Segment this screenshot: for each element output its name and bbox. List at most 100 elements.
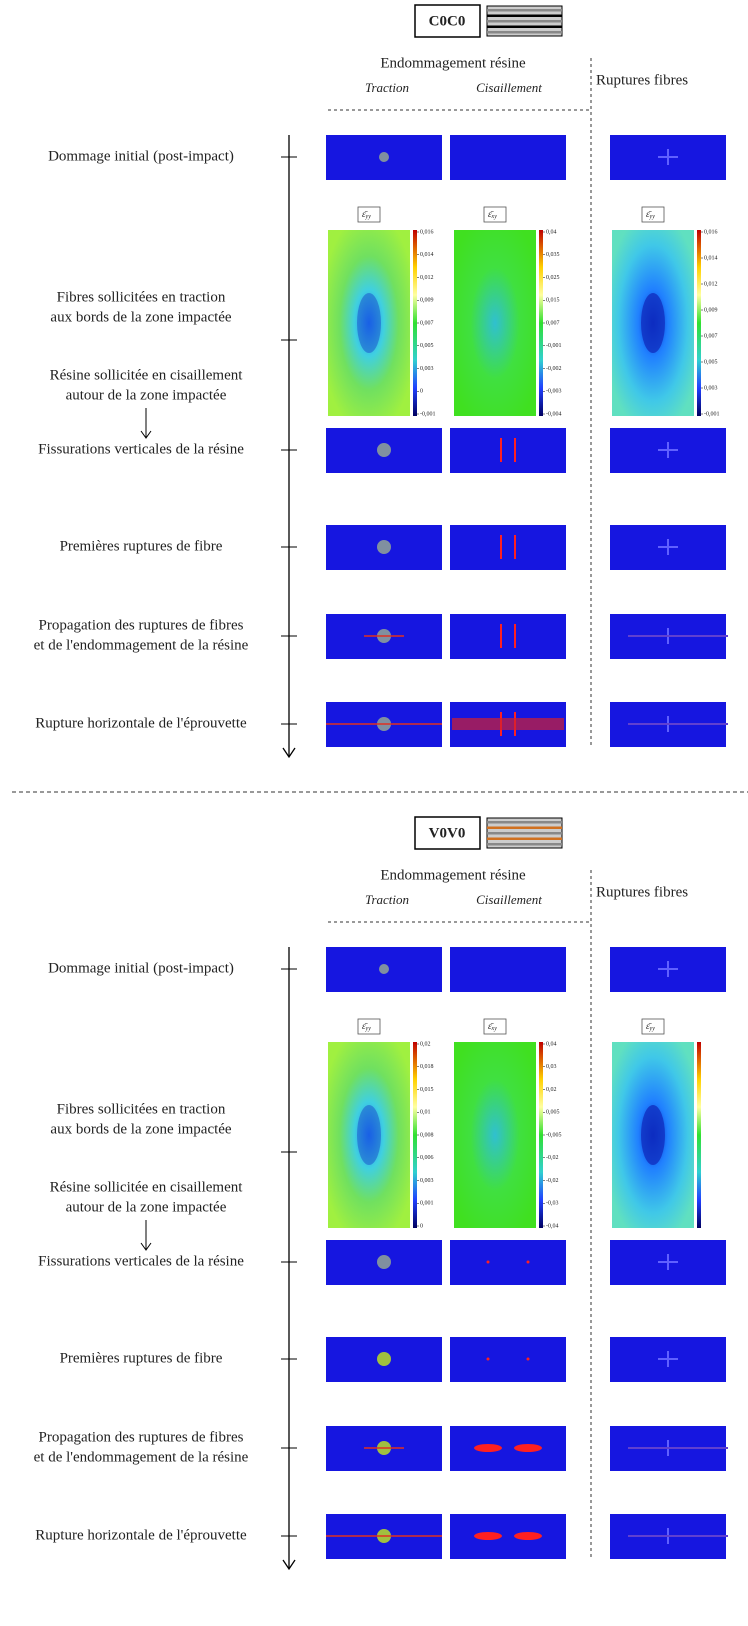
damage-map [450,947,566,992]
damage-spot [486,1260,490,1264]
layup-ply [487,25,562,28]
colorbar-label: 0,025 [546,275,560,281]
stage-label: Propagation des ruptures de fibres [39,1429,244,1445]
field-label-box [357,1018,381,1035]
field-symbol: ε̄ [362,1021,369,1031]
note-arrow [140,1220,152,1251]
strain-map [454,1042,536,1228]
field-label: ε̄xy [488,209,497,220]
damage-spot [377,540,391,554]
colorbar [413,230,417,416]
strain-feature [641,1105,665,1165]
damage-cross [658,149,678,165]
field-label: ε̄yy [646,1021,655,1032]
damage-spot [379,152,389,162]
damage-spot [474,1444,502,1452]
field-label-box [483,206,507,223]
note-label: Résine sollicitée en cisaillement [50,1179,244,1195]
colorbar-label: 0,005 [420,343,434,349]
field-label-box [641,206,665,223]
sub-header: Traction [365,892,409,907]
layup-ply [487,20,562,23]
stage-label: et de l'endommagement de la résine [34,637,249,653]
stage-label: aux bords de la zone impactée [50,309,232,325]
damage-map [450,1426,566,1471]
field-symbol: ε̄ [362,209,369,219]
colorbar-label: 0,007 [420,320,434,326]
colorbar-label: 0,005 [546,1110,560,1116]
damage-spot [514,1444,542,1452]
strain-feature [641,293,665,353]
damage-map [450,614,566,659]
layup-ply [487,14,562,17]
damage-cross [658,442,678,458]
colorbar-label: 0,02 [546,1087,557,1093]
stage-label: Fibres sollicitées en traction [57,1101,226,1117]
damage-spot [514,1532,542,1540]
colorbar-label: 0,014 [704,255,718,261]
strain-map [328,1042,410,1228]
panel: V0V0 Endommagement résine Traction Cisaille… [34,816,728,1571]
group-header: Endommagement résine [380,867,526,883]
field-label-box [357,206,381,223]
colorbar-label: 0 [420,389,423,395]
colorbar-label: 0,016 [704,229,718,235]
stage-label: Dommage initial (post-impact) [48,960,234,976]
damage-band [452,718,564,730]
group-header: Endommagement résine [380,55,526,71]
colorbar [539,230,543,416]
colorbar-label: 0,003 [420,366,434,372]
stage-label: Rupture horizontale de l'éprouvette [35,715,247,731]
field-subscript: yy [365,214,372,220]
colorbar-label: 0,03 [546,1064,557,1070]
damage-spot [486,1357,490,1361]
stage-label: Premières ruptures de fibre [60,538,223,554]
damage-map [450,428,566,473]
colorbar-label: 0,007 [704,333,718,339]
colorbar-label: -0,002 [546,366,562,372]
damage-spot [526,1260,530,1264]
damage-cross [658,539,678,555]
damage-map [450,1514,566,1559]
colorbar-label: 0,009 [420,298,434,304]
colorbar-label: 0,035 [546,252,560,258]
colorbar-label: 0,015 [420,1087,434,1093]
colorbar-label: 0,003 [420,1178,434,1184]
colorbar-label: 0,014 [420,252,434,258]
damage-spot [474,1532,502,1540]
stage-label: Dommage initial (post-impact) [48,148,234,164]
damage-spot [379,964,389,974]
stage-label: Rupture horizontale de l'éprouvette [35,1527,247,1543]
colorbar-label: 0,007 [546,320,560,326]
panel-title: C0C0 [429,13,466,29]
colorbar [697,1042,701,1228]
damage-map [450,1240,566,1285]
field-label: ε̄xy [488,1021,497,1032]
damage-cross [658,1351,678,1367]
timeline-arrow [282,1559,296,1571]
title-box [414,4,481,38]
field-label: ε̄yy [362,1021,371,1032]
colorbar-label: -0,03 [546,1201,559,1207]
field-symbol: ε̄ [488,1021,495,1031]
fibres-header: Ruptures fibres [596,884,688,900]
damage-spot [377,443,391,457]
layup-ply [487,843,562,846]
layup-ply [487,9,562,12]
colorbar-label: -0,04 [546,1223,559,1229]
strain-feature [357,1105,381,1165]
field-subscript: xy [491,1026,498,1032]
colorbar-label: -0,005 [546,1132,562,1138]
colorbar-label: 0,015 [546,298,560,304]
colorbar-label: 0,006 [420,1155,434,1161]
note-label: autour de la zone impactée [66,1199,227,1215]
layup-ply [487,837,562,840]
stage-label: aux bords de la zone impactée [50,1121,232,1137]
colorbar [539,1042,543,1228]
strain-feature [357,293,381,353]
damage-cross [658,1254,678,1270]
colorbar-label: -0,001 [704,411,720,417]
colorbar-label: 0,012 [704,281,718,287]
field-label-box [483,1018,507,1035]
